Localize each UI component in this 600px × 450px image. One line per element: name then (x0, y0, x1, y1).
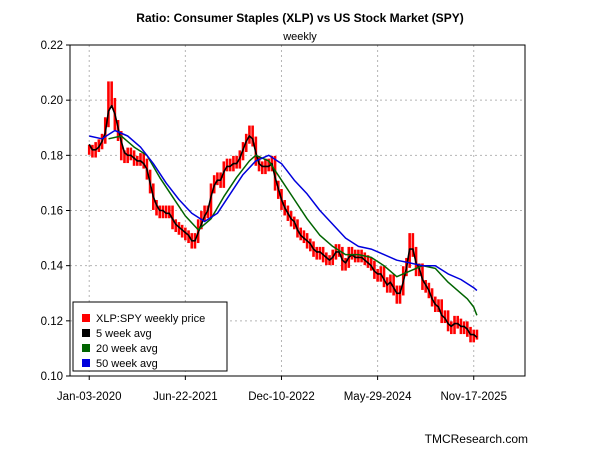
plot-frame (69, 44, 526, 377)
chart-subtitle: weekly (282, 31, 317, 43)
legend-swatch (82, 344, 90, 352)
x-axis: Jan-03-2020 Jun-22-2021 Dec-10-2022 May-29-… (57, 376, 507, 403)
y-tick-label: 0.22 (41, 40, 63, 52)
legend-swatch (82, 359, 90, 367)
legend-swatch (82, 314, 90, 322)
y-tick-label: 0.12 (41, 316, 63, 328)
x-tick-label: Jun-22-2021 (153, 391, 218, 403)
legend: XLP:SPY weekly price 5 week avg 20 week av… (72, 301, 228, 372)
credit-text: TMCResearch.com (425, 432, 528, 446)
legend-label: XLP:SPY weekly price (96, 313, 205, 325)
y-tick-label: 0.20 (41, 95, 63, 107)
legend-label: 50 week avg (96, 358, 158, 370)
y-tick-label: 0.14 (41, 261, 64, 273)
legend-box (72, 301, 228, 372)
5-week-avg-line (88, 104, 478, 339)
legend-label: 5 week avg (96, 328, 152, 340)
plot-series (87, 81, 479, 343)
y-tick-label: 0.10 (41, 371, 63, 383)
legend-label: 20 week avg (96, 343, 158, 355)
x-tick-label: Dec-10-2022 (248, 391, 314, 403)
legend-swatch (82, 329, 90, 337)
y-tick-label: 0.18 (41, 150, 63, 162)
20-week-avg-line (108, 135, 478, 316)
50-week-avg-line (89, 129, 478, 292)
chart-title: Ratio: Consumer Staples (XLP) vs US Stoc… (136, 11, 463, 25)
y-tick-label: 0.16 (41, 206, 63, 218)
y-axis: 0.10 0.12 0.14 0.16 0.18 0.20 0.22 (41, 40, 70, 383)
x-tick-label: May-29-2024 (344, 391, 412, 403)
x-tick-label: Jan-03-2020 (57, 391, 122, 403)
x-tick-label: Nov-17-2025 (440, 391, 506, 403)
